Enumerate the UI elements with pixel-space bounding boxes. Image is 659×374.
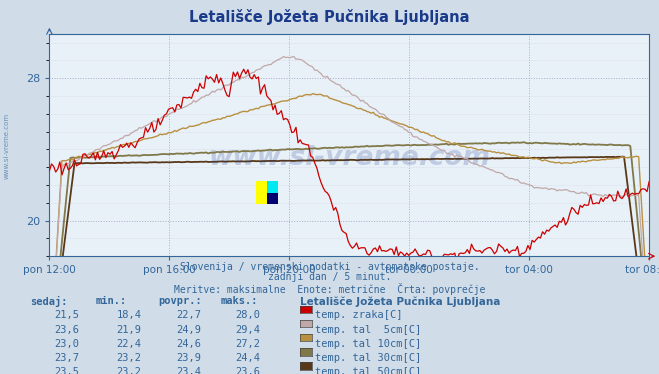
Text: 23,9: 23,9 <box>176 353 201 363</box>
Text: Letališče Jožeta Pučnika Ljubljana: Letališče Jožeta Pučnika Ljubljana <box>189 9 470 25</box>
Text: maks.:: maks.: <box>221 296 258 306</box>
Text: min.:: min.: <box>96 296 127 306</box>
Text: 23,7: 23,7 <box>54 353 79 363</box>
Text: 23,4: 23,4 <box>176 367 201 374</box>
Text: Letališče Jožeta Pučnika Ljubljana: Letališče Jožeta Pučnika Ljubljana <box>300 296 500 307</box>
Text: temp. tal 50cm[C]: temp. tal 50cm[C] <box>315 367 421 374</box>
Text: 22,7: 22,7 <box>176 310 201 321</box>
Text: 24,4: 24,4 <box>235 353 260 363</box>
Text: 22,4: 22,4 <box>117 339 142 349</box>
Text: 23,0: 23,0 <box>54 339 79 349</box>
Text: 23,2: 23,2 <box>117 367 142 374</box>
Text: temp. tal 10cm[C]: temp. tal 10cm[C] <box>315 339 421 349</box>
Text: 23,6: 23,6 <box>54 325 79 335</box>
Text: 21,5: 21,5 <box>54 310 79 321</box>
Text: povpr.:: povpr.: <box>158 296 202 306</box>
Text: 27,2: 27,2 <box>235 339 260 349</box>
Text: Meritve: maksimalne  Enote: metrične  Črta: povprečje: Meritve: maksimalne Enote: metrične Črta… <box>174 283 485 295</box>
Text: temp. tal  5cm[C]: temp. tal 5cm[C] <box>315 325 421 335</box>
Text: 28,0: 28,0 <box>235 310 260 321</box>
Text: temp. zraka[C]: temp. zraka[C] <box>315 310 403 321</box>
Text: 29,4: 29,4 <box>235 325 260 335</box>
Text: temp. tal 30cm[C]: temp. tal 30cm[C] <box>315 353 421 363</box>
Text: 23,2: 23,2 <box>117 353 142 363</box>
Text: 21,9: 21,9 <box>117 325 142 335</box>
Text: www.si-vreme.com: www.si-vreme.com <box>208 145 490 171</box>
Text: www.si-vreme.com: www.si-vreme.com <box>3 113 10 179</box>
Text: sedaj:: sedaj: <box>30 296 67 307</box>
Text: 24,6: 24,6 <box>176 339 201 349</box>
Text: 24,9: 24,9 <box>176 325 201 335</box>
Text: 18,4: 18,4 <box>117 310 142 321</box>
Text: 23,5: 23,5 <box>54 367 79 374</box>
Text: zadnji dan / 5 minut.: zadnji dan / 5 minut. <box>268 272 391 282</box>
Text: Slovenija / vremenski podatki - avtomatske postaje.: Slovenija / vremenski podatki - avtomats… <box>180 262 479 272</box>
Text: 23,6: 23,6 <box>235 367 260 374</box>
